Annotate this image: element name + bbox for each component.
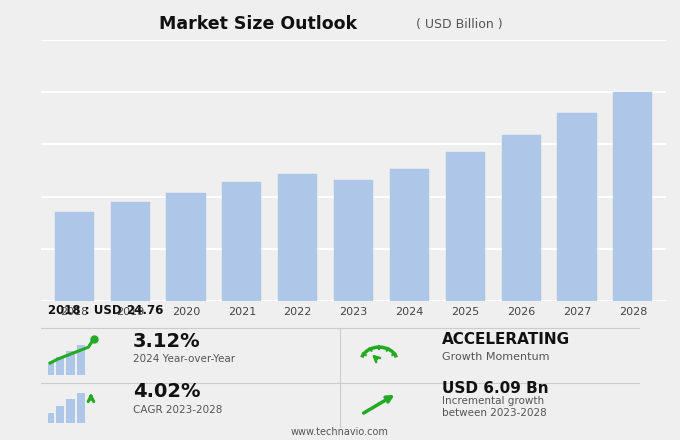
Text: 4.02%: 4.02% (133, 382, 200, 401)
Bar (67, 399, 75, 423)
Bar (111, 202, 150, 440)
Bar (56, 406, 65, 423)
Bar (278, 174, 318, 440)
Bar (56, 357, 65, 375)
Bar (334, 180, 373, 440)
Bar (55, 213, 94, 440)
Text: www.technavio.com: www.technavio.com (291, 427, 389, 437)
Text: Incremental growth
between 2023-2028: Incremental growth between 2023-2028 (442, 396, 547, 418)
Text: 24.76: 24.76 (126, 304, 163, 317)
Bar (613, 92, 652, 440)
Bar (77, 345, 85, 375)
Bar (67, 351, 75, 375)
Text: 3.12%: 3.12% (133, 331, 200, 351)
Text: Growth Momentum: Growth Momentum (442, 352, 549, 362)
Text: ( USD Billion ): ( USD Billion ) (408, 18, 503, 31)
Text: CAGR 2023-2028: CAGR 2023-2028 (133, 405, 222, 415)
Text: USD 6.09 Bn: USD 6.09 Bn (442, 381, 549, 396)
Bar (502, 135, 541, 440)
Bar (46, 413, 54, 423)
Bar (167, 193, 205, 440)
Bar (558, 113, 596, 440)
Text: 2018 : USD: 2018 : USD (48, 304, 121, 317)
Text: ACCELERATING: ACCELERATING (442, 332, 570, 347)
Bar (390, 169, 429, 440)
Bar (222, 182, 261, 440)
Bar (446, 152, 485, 440)
Bar (46, 363, 54, 375)
Bar (77, 393, 85, 423)
Text: Market Size Outlook: Market Size Outlook (159, 15, 358, 33)
Text: 2024 Year-over-Year: 2024 Year-over-Year (133, 355, 235, 364)
